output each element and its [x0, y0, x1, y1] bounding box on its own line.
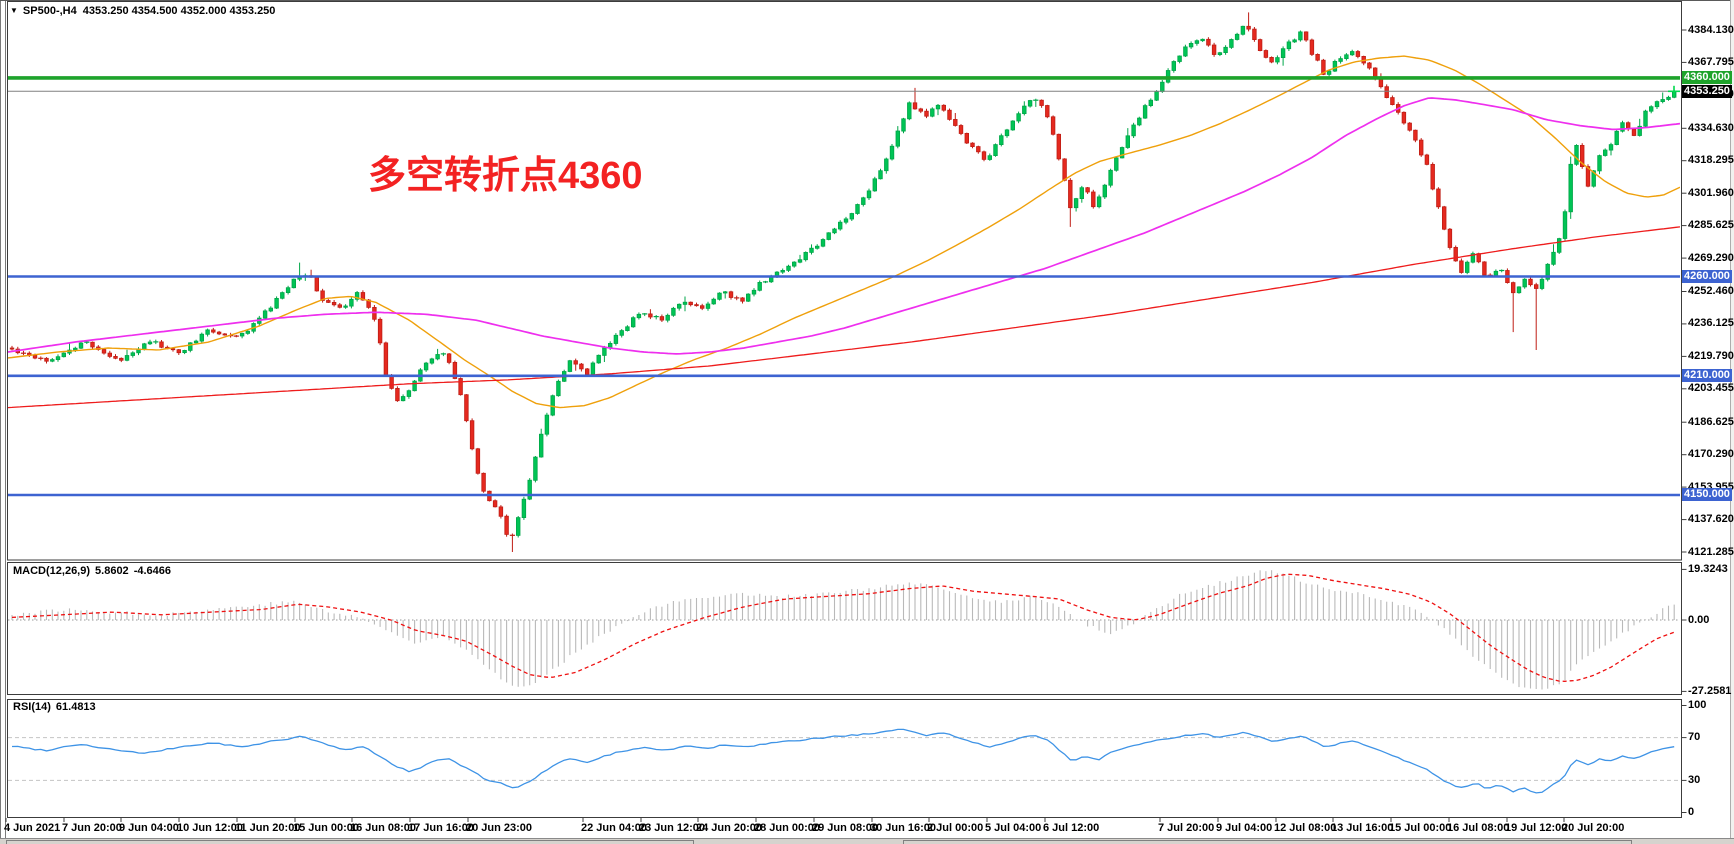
time-axis-label: 17 Jun 16:00 — [408, 822, 475, 834]
time-axis-label: 6 Jul 12:00 — [1043, 822, 1100, 834]
price-axis-label: 4137.620 — [1688, 513, 1734, 526]
axis-tick-marks — [5, 29, 1687, 822]
rsi-axis-label: 30 — [1688, 773, 1701, 786]
rsi-series — [8, 728, 1680, 794]
rsi-axis-label: 0 — [1688, 806, 1695, 818]
macd-indicator-label: MACD(12,26,9) — [13, 565, 91, 577]
last-price-cross-icon — [1668, 85, 1680, 97]
macd-signal-value: -4.6466 — [133, 565, 171, 577]
macd-axis-label: -27.2581 — [1688, 684, 1732, 697]
price-axis-label: 4301.960 — [1688, 186, 1734, 199]
main-panel-frame — [7, 1, 1682, 561]
macd-header: MACD(12,26,9) 5.8602 -4.6466 — [13, 565, 176, 577]
chart-tab[interactable] — [903, 840, 1632, 844]
time-axis-label: 15 Jul 00:00 — [1389, 822, 1452, 834]
macd-axis-label: 0.00 — [1688, 613, 1710, 626]
time-axis-label: 20 Jun 23:00 — [466, 822, 533, 834]
price-badge-4360.000: 4360.000 — [1682, 71, 1732, 85]
price-axis-label: 4236.125 — [1688, 317, 1734, 330]
time-axis-label: 12 Jul 08:00 — [1274, 822, 1337, 834]
macd-signal-line — [11, 573, 1675, 682]
price-axis-label: 4384.130 — [1688, 23, 1734, 36]
ohlc-values: 4353.250 4354.500 4352.000 4353.250 — [82, 5, 276, 17]
macd-axis-label: 19.3243 — [1688, 562, 1728, 575]
time-axis-label: 23 Jun 12:00 — [639, 822, 706, 834]
time-axis-label: 2 Jul 00:00 — [927, 822, 984, 834]
collapse-triangle-icon[interactable]: ▼ — [10, 6, 18, 15]
rsi-axis-label: 100 — [1688, 699, 1707, 711]
time-axis-label: 10 Jun 12:00 — [177, 822, 244, 834]
ma-fast-orange-line — [8, 55, 1680, 409]
rsi-header: RSI(14) 61.4813 — [13, 701, 101, 713]
horizontal-level-lines[interactable] — [8, 76, 1680, 497]
macd-series — [8, 570, 1680, 690]
time-axis-label: 29 Jun 08:00 — [812, 822, 879, 834]
time-axis-label: 4 Jun 2021 — [4, 822, 61, 834]
rsi-axis-label: 70 — [1688, 731, 1701, 744]
price-axis-label: 4318.295 — [1688, 154, 1734, 167]
time-axis-label: 19 Jul 12:00 — [1505, 822, 1568, 834]
ma-slow-red-line — [8, 226, 1680, 409]
time-axis-label: 16 Jul 08:00 — [1447, 822, 1510, 834]
time-axis-label: 11 Jun 20:00 — [235, 822, 301, 834]
time-axis-label: 5 Jul 04:00 — [985, 822, 1042, 834]
candlestick-series — [9, 12, 1677, 552]
price-axis-label: 4269.290 — [1688, 251, 1734, 264]
rsi-panel-frame — [7, 699, 1682, 818]
time-axis-label: 16 Jun 08:00 — [350, 822, 417, 834]
ma-medium-magenta-line — [8, 97, 1680, 355]
price-badge-4353.250: 4353.250 — [1682, 84, 1732, 98]
price-badge-4260.000: 4260.000 — [1682, 270, 1732, 284]
chart-tab[interactable] — [6, 840, 694, 844]
time-axis-label: 15 Jun 00:00 — [293, 822, 360, 834]
macd-panel-frame — [7, 562, 1682, 695]
price-axis-label: 4203.455 — [1688, 382, 1734, 395]
time-axis-label: 20 Jul 20:00 — [1562, 822, 1625, 834]
rsi-indicator-label: RSI(14) — [13, 701, 51, 713]
symbol-title-row: ▼ SP500-,H4 4353.250 4354.500 4352.000 435… — [10, 5, 281, 17]
rsi-current-value: 61.4813 — [55, 701, 96, 713]
time-axis-label: 30 Jun 16:00 — [870, 822, 937, 834]
time-axis-label: 22 Jun 04:00 — [581, 822, 648, 834]
time-axis-label: 9 Jun 04:00 — [119, 822, 179, 834]
time-axis-label: 9 Jul 04:00 — [1216, 822, 1273, 834]
price-axis-label: 4186.625 — [1688, 415, 1734, 428]
symbol-period-label: SP500-,H4 — [22, 5, 77, 17]
price-axis-label: 4252.460 — [1688, 284, 1734, 297]
time-axis-label: 7 Jun 20:00 — [62, 822, 122, 834]
time-axis-label: 13 Jul 16:00 — [1331, 822, 1394, 834]
price-axis-label: 4285.625 — [1688, 219, 1734, 232]
price-badge-4150.000: 4150.000 — [1682, 488, 1732, 502]
price-axis-label: 4121.285 — [1688, 545, 1734, 558]
price-badge-4210.000: 4210.000 — [1682, 369, 1732, 383]
moving-average-lines — [8, 55, 1680, 409]
time-axis-label: 28 Jun 00:00 — [754, 822, 821, 834]
time-axis-label: 24 Jun 20:00 — [696, 822, 763, 834]
time-axis-label: 7 Jul 20:00 — [1158, 822, 1215, 834]
window-bottom-strip — [0, 838, 1734, 844]
annotation-text[interactable]: 多空转折点4360 — [368, 155, 643, 197]
window-right-gutter — [1731, 0, 1734, 844]
price-axis-label: 4170.290 — [1688, 448, 1734, 461]
macd-main-value: 5.8602 — [95, 565, 129, 577]
price-axis-label: 4334.630 — [1688, 121, 1734, 134]
price-axis-label: 4367.795 — [1688, 55, 1734, 68]
price-axis-label: 4219.790 — [1688, 349, 1734, 362]
rsi-line — [11, 728, 1675, 794]
